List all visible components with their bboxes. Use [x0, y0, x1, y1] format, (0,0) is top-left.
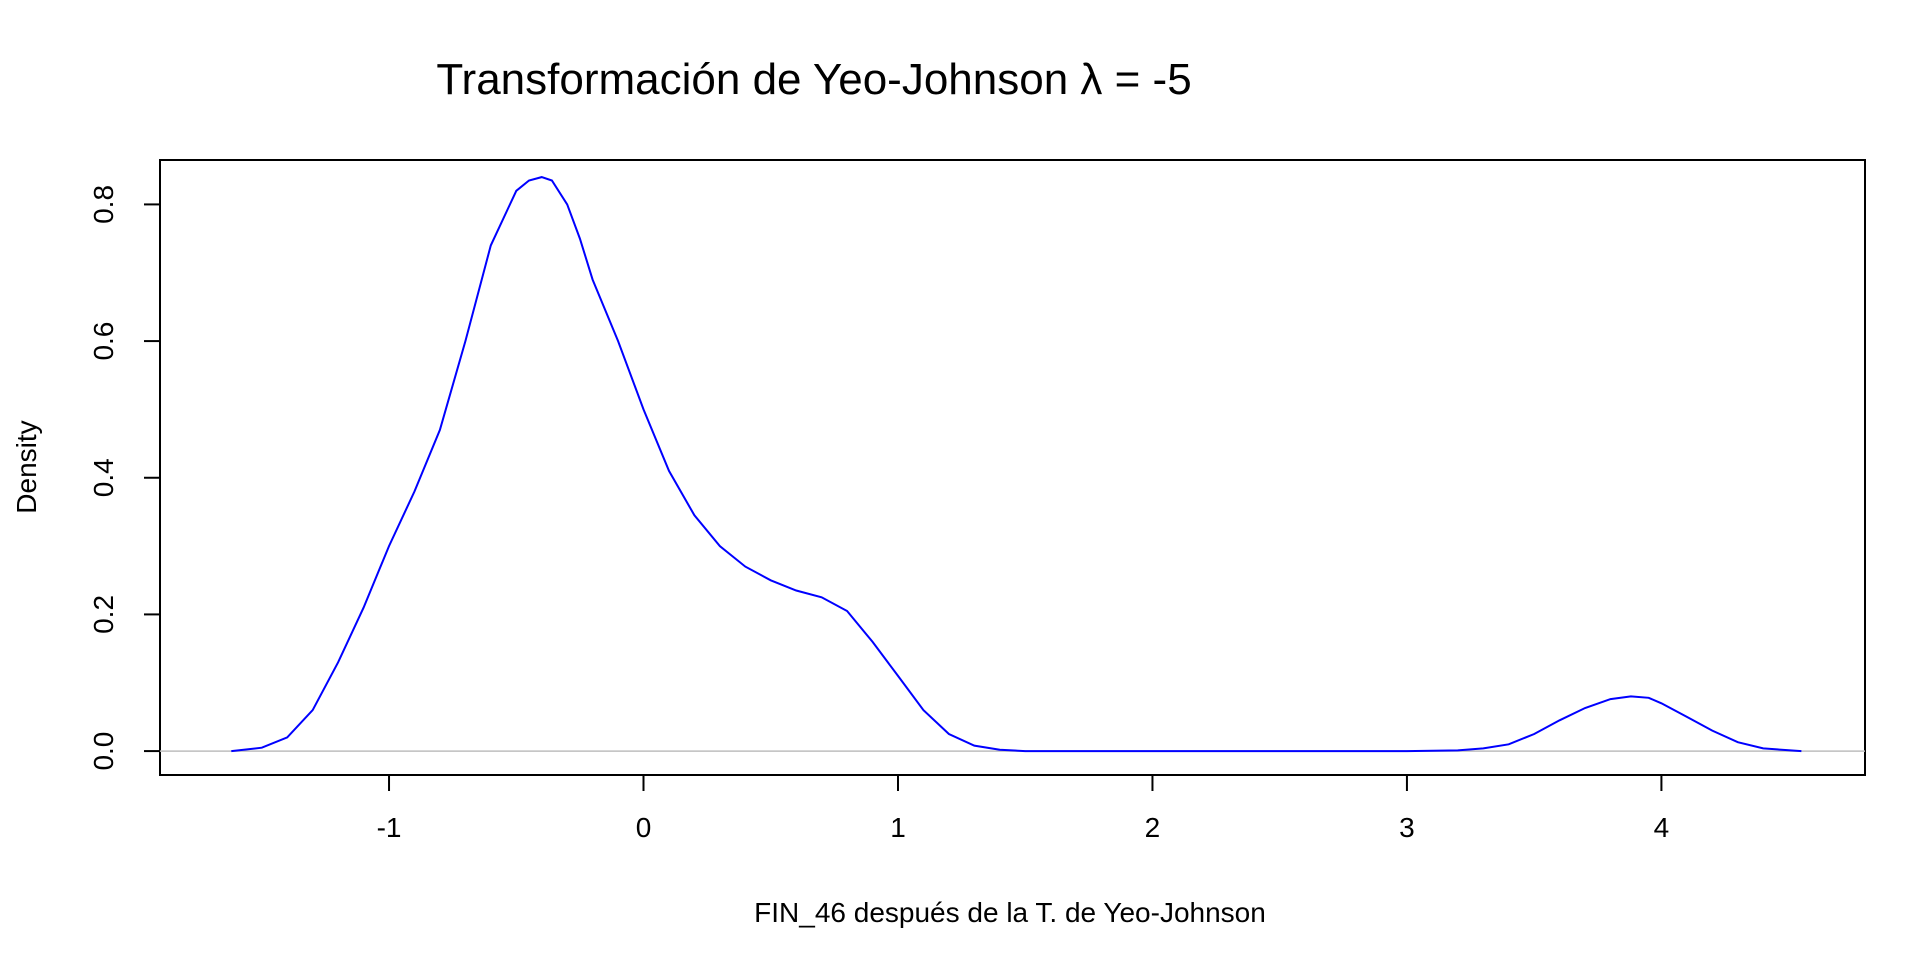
y-tick-label: 0.2 — [88, 595, 119, 634]
y-tick-label: 0.8 — [88, 185, 119, 224]
x-axis: -1 0 1 2 3 4 — [377, 775, 1670, 843]
y-axis: 0.0 0.2 0.4 0.6 0.8 — [88, 185, 160, 771]
y-tick-label: 0.6 — [88, 322, 119, 361]
x-tick-label: 0 — [636, 812, 652, 843]
x-tick-label: 2 — [1145, 812, 1161, 843]
x-tick-label: 4 — [1654, 812, 1670, 843]
density-line — [231, 176, 1802, 753]
plot-frame — [159, 159, 1866, 776]
x-tick-label: 3 — [1399, 812, 1415, 843]
x-tick-label: -1 — [377, 812, 402, 843]
y-axis-label: Density — [11, 420, 42, 513]
x-tick-label: 1 — [890, 812, 906, 843]
y-tick-label: 0.0 — [88, 732, 119, 771]
chart-title: Transformación de Yeo-Johnson λ = -5 — [436, 55, 1191, 104]
y-tick-label: 0.4 — [88, 458, 119, 497]
x-axis-label: FIN_46 después de la T. de Yeo-Johnson — [754, 897, 1266, 928]
